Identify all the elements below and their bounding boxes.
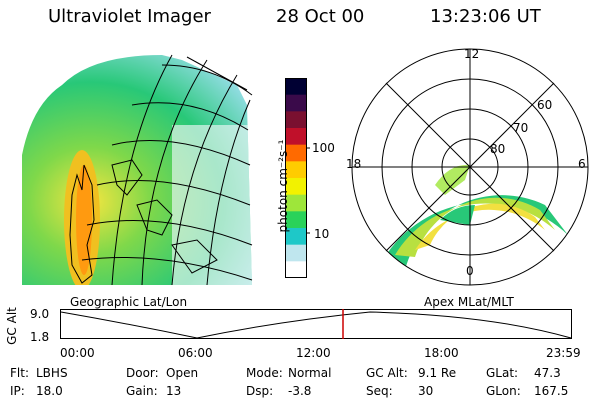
mlt-label-12: 12 <box>464 47 480 61</box>
colorbar-band <box>285 194 307 212</box>
colorbar-band <box>285 161 307 179</box>
mlt-label-6: 6 <box>578 157 586 171</box>
colorbar-band <box>285 178 307 196</box>
colorbar-band <box>285 128 307 146</box>
left-panel-caption: Geographic Lat/Lon <box>70 295 188 309</box>
timeline-y-tick-high: 9.0 <box>30 307 50 321</box>
info-gain-label: Gain: <box>126 384 158 398</box>
colorbar-band <box>285 94 307 112</box>
colorbar-band <box>285 244 307 262</box>
mlt-label-0: 0 <box>466 264 474 278</box>
instrument-title: Ultraviolet Imager <box>48 6 211 27</box>
info-gain-value: 13 <box>166 384 182 398</box>
date-label: 28 Oct 00 <box>276 6 365 27</box>
altitude-timeline <box>60 309 572 339</box>
lat-label-60: 60 <box>537 98 553 112</box>
colorbar-band <box>285 211 307 229</box>
colorbar-band <box>285 144 307 162</box>
info-door-label: Door: <box>126 366 159 380</box>
colorbar-band <box>285 228 307 246</box>
timeline-y-axis-label: GC Alt <box>5 307 19 345</box>
timeline-x-tick-1800: 18:00 <box>424 346 459 360</box>
mlt-label-18: 18 <box>346 157 362 171</box>
colorbar-tick-10: 10 <box>314 227 330 241</box>
lat-label-70: 70 <box>513 121 529 135</box>
info-flt-label: Flt: <box>10 366 29 380</box>
time-label: 13:23:06 UT <box>430 6 541 27</box>
colorbar-unit-label: photon cm⁻²s⁻¹ <box>276 139 290 233</box>
lat-label-80: 80 <box>490 142 506 156</box>
timeline-x-tick-1200: 12:00 <box>296 346 331 360</box>
info-glat-value: 47.3 <box>534 366 561 380</box>
info-mode-value: Normal <box>288 366 332 380</box>
info-seq-value: 30 <box>418 384 434 398</box>
info-glon-label: GLon: <box>486 384 521 398</box>
geographic-image <box>22 54 253 286</box>
info-ip-label: IP: <box>10 384 25 398</box>
info-gcalt-label: GC Alt: <box>366 366 408 380</box>
info-door-value: Open <box>166 366 199 380</box>
info-flt-value: LBHS <box>36 366 68 380</box>
timeline-x-tick-0600: 06:00 <box>178 346 213 360</box>
timeline-y-tick-low: 1.8 <box>30 330 50 344</box>
colorbar-band <box>285 78 307 96</box>
timeline-x-tick-0000: 00:00 <box>60 346 95 360</box>
colorbar-band <box>285 261 307 279</box>
info-seq-label: Seq: <box>366 384 393 398</box>
info-gcalt-value: 9.1 Re <box>418 366 457 380</box>
timeline-x-tick-2359: 23:59 <box>546 346 581 360</box>
info-mode-label: Mode: <box>246 366 283 380</box>
colorbar-band <box>285 111 307 129</box>
colorbar-tick-100: 100 <box>312 141 335 155</box>
info-ip-value: 18.0 <box>36 384 63 398</box>
colorbar <box>285 78 310 279</box>
info-dsp-label: Dsp: <box>246 384 274 398</box>
polar-image <box>351 48 589 286</box>
info-glon-value: 167.5 <box>534 384 569 398</box>
info-glat-label: GLat: <box>486 366 519 380</box>
right-panel-caption: Apex MLat/MLT <box>424 295 514 309</box>
info-dsp-value: -3.8 <box>288 384 312 398</box>
